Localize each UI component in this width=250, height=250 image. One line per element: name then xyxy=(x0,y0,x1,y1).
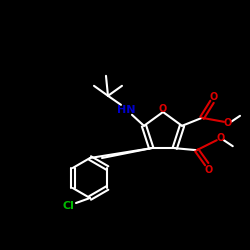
Text: Cl: Cl xyxy=(62,201,74,211)
Text: O: O xyxy=(224,118,232,128)
Text: HN: HN xyxy=(117,105,135,115)
Text: O: O xyxy=(205,165,213,175)
Text: O: O xyxy=(159,104,167,114)
Text: O: O xyxy=(210,92,218,102)
Text: O: O xyxy=(217,133,225,143)
